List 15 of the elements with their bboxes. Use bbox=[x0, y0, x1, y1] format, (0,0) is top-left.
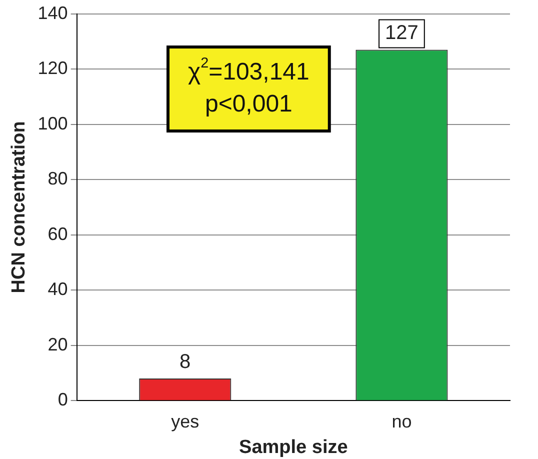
y-axis-title: HCN concentration bbox=[8, 121, 30, 294]
y-tick-label: 40 bbox=[48, 279, 68, 300]
x-tick-label: yes bbox=[171, 411, 200, 432]
annotation: p<0,001 bbox=[204, 90, 292, 118]
y-tick-label: 60 bbox=[48, 224, 68, 244]
data-label: 127 bbox=[385, 22, 418, 44]
y-tick-label: 140 bbox=[38, 2, 68, 23]
y-tick-label: 120 bbox=[38, 58, 68, 78]
y-tick-label: 0 bbox=[58, 390, 68, 410]
y-tick-label: 80 bbox=[48, 168, 68, 189]
data-label: 8 bbox=[180, 351, 191, 374]
y-tick-label: 20 bbox=[48, 334, 68, 354]
y-tick-label: 100 bbox=[38, 113, 68, 134]
x-tick-label: no bbox=[392, 411, 412, 432]
x-axis-title: Sample size bbox=[239, 436, 348, 458]
